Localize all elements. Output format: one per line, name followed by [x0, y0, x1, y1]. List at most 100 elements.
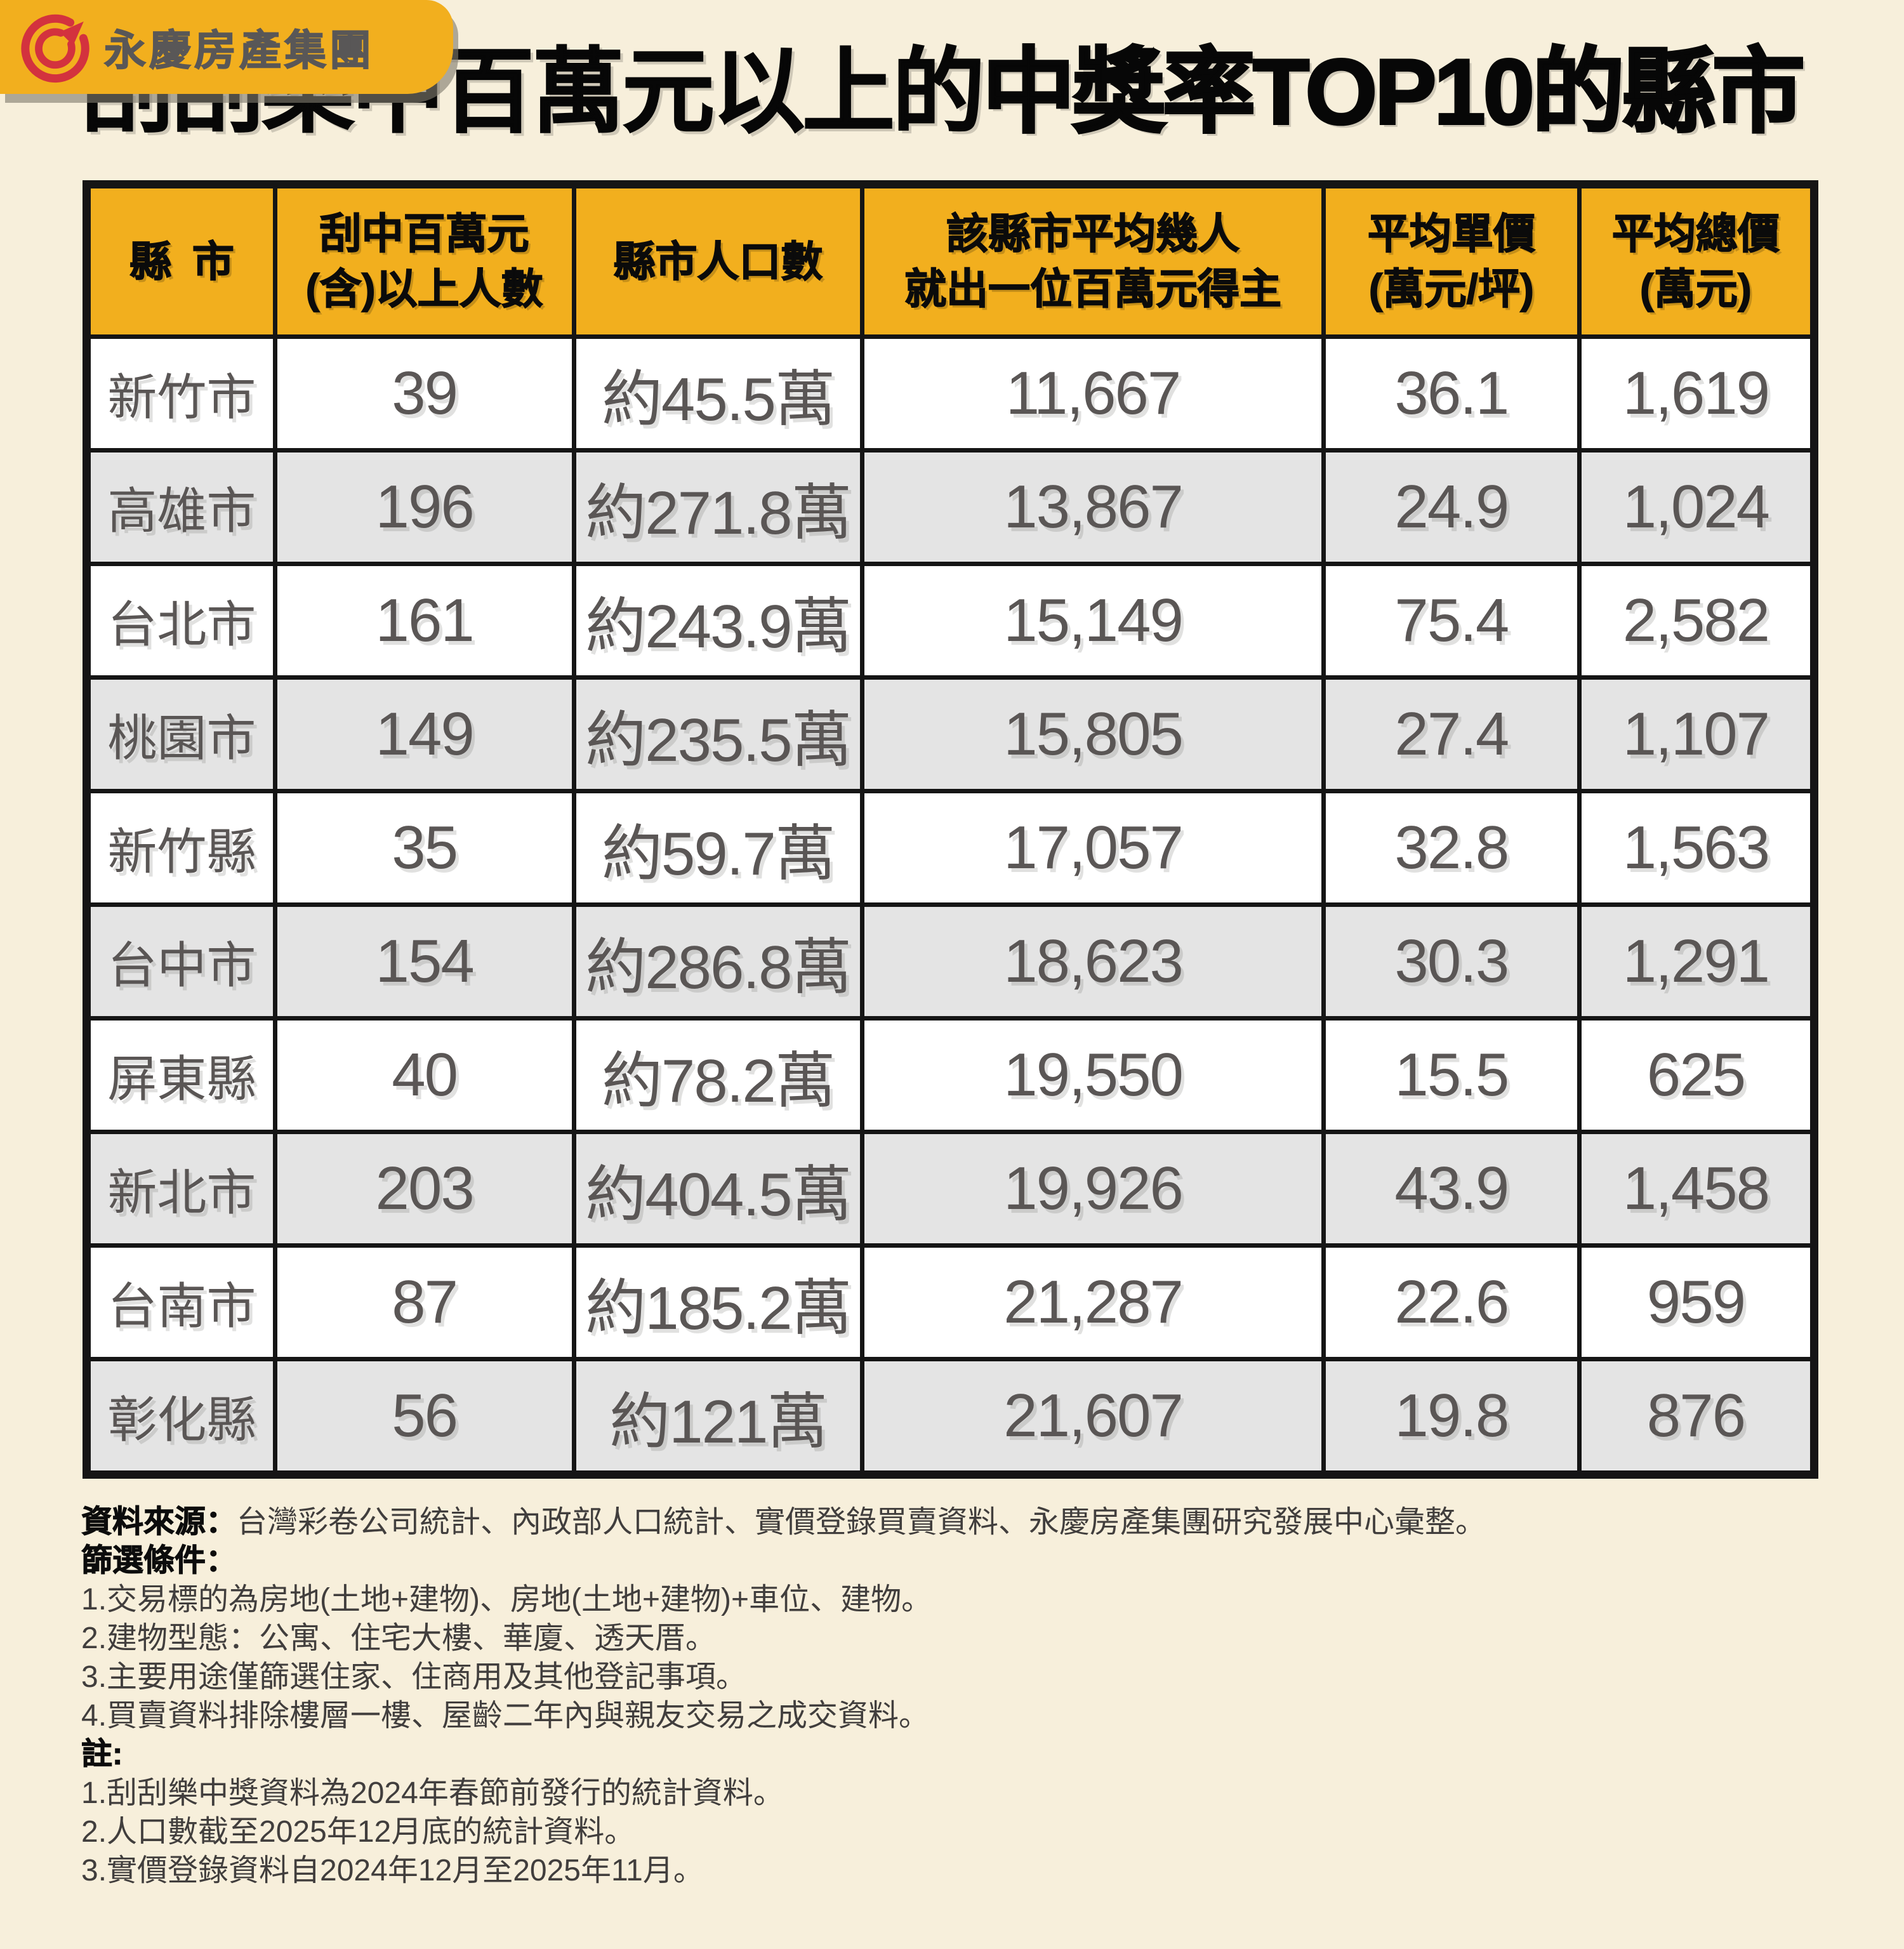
- filter-label: 篩選條件：: [81, 1543, 237, 1578]
- cell-population: 約59.7萬: [571, 789, 865, 908]
- note-list: 1.刮刮樂中獎資料為2024年春節前發行的統計資料。 2.人口數截至2025年12…: [81, 1774, 1904, 1890]
- cell-city: 高雄市: [84, 448, 277, 567]
- cell-city: 新北市: [84, 1130, 277, 1248]
- source-label: 資料來源：: [81, 1505, 237, 1540]
- table-row: 新竹市 39 約45.5萬 11,667 36.1 1,619: [84, 334, 1817, 453]
- column-header-line1: 刮中百萬元: [319, 209, 529, 258]
- cell-winners-count: 196: [272, 448, 576, 567]
- cell-people-per-winner: 15,149: [860, 562, 1326, 680]
- cell-city: 新竹市: [84, 334, 277, 453]
- cell-avg-total-price: 1,458: [1577, 1130, 1817, 1248]
- cell-winners-count: 35: [272, 789, 576, 908]
- table-row: 高雄市 196 約271.8萬 13,867 24.9 1,024: [84, 448, 1817, 567]
- column-header-line1: 平均總價: [1611, 209, 1780, 258]
- cell-avg-unit-price: 75.4: [1321, 562, 1582, 680]
- cell-winners-count: 149: [272, 675, 576, 794]
- cell-avg-total-price: 1,024: [1577, 448, 1817, 567]
- cell-avg-total-price: 959: [1577, 1243, 1817, 1362]
- cell-avg-unit-price: 15.5: [1321, 1016, 1582, 1135]
- yungching-logo-icon: [21, 14, 89, 83]
- cell-avg-unit-price: 19.8: [1321, 1357, 1582, 1477]
- table-row: 彰化縣 56 約121萬 21,607 19.8 876: [84, 1357, 1817, 1477]
- column-header-line1: 平均單價: [1367, 209, 1535, 258]
- cell-avg-total-price: 1,107: [1577, 675, 1817, 794]
- cell-people-per-winner: 18,623: [860, 902, 1326, 1021]
- table-row: 新竹縣 35 約59.7萬 17,057 32.8 1,563: [84, 789, 1817, 908]
- brand-banner: 永慶房產集團: [0, 0, 453, 94]
- footnotes: 資料來源：台灣彩卷公司統計、內政部人口統計、實價登錄買賣資料、永慶房產集團研究發…: [81, 1503, 1904, 1890]
- cell-population: 約271.8萬: [571, 448, 865, 567]
- cell-winners-count: 87: [272, 1243, 576, 1362]
- title-emphasis-part: 中獎率TOP10的縣市: [981, 39, 1806, 145]
- cell-avg-unit-price: 43.9: [1321, 1130, 1582, 1248]
- brand-name: 永慶房產集團: [103, 26, 374, 74]
- cell-population: 約78.2萬: [571, 1016, 865, 1135]
- cell-people-per-winner: 21,607: [860, 1357, 1326, 1477]
- table-row: 台北市 161 約243.9萬 15,149 75.4 2,582: [84, 562, 1817, 680]
- column-header: 平均總價 (萬元): [1577, 182, 1817, 340]
- cell-avg-total-price: 1,619: [1577, 334, 1817, 453]
- cell-avg-total-price: 625: [1577, 1016, 1817, 1135]
- note-item: 3.實價登錄資料自2024年12月至2025年11月。: [81, 1854, 704, 1888]
- cell-winners-count: 40: [272, 1016, 576, 1135]
- table-body: 新竹市 39 約45.5萬 11,667 36.1 1,619 高雄市 196 …: [84, 334, 1817, 1477]
- filter-item: 4.買賣資料排除樓層一樓、屋齡二年內與親友交易之成交資料。: [81, 1699, 930, 1733]
- cell-winners-count: 56: [272, 1357, 576, 1477]
- cell-winners-count: 39: [272, 334, 576, 453]
- filter-item: 3.主要用途僅篩選住家、住商用及其他登記事項。: [81, 1660, 747, 1695]
- cell-people-per-winner: 21,287: [860, 1243, 1326, 1362]
- table-row: 桃園市 149 約235.5萬 15,805 27.4 1,107: [84, 675, 1817, 794]
- cell-avg-unit-price: 32.8: [1321, 789, 1582, 908]
- column-header: 平均單價 (萬元/坪): [1321, 182, 1582, 340]
- table-row: 台南市 87 約185.2萬 21,287 22.6 959: [84, 1243, 1817, 1362]
- cell-population: 約286.8萬: [571, 902, 865, 1021]
- cell-avg-unit-price: 24.9: [1321, 448, 1582, 567]
- filter-item: 2.建物型態：公寓、住宅大樓、華廈、透天厝。: [81, 1622, 717, 1656]
- note-item: 2.人口數截至2025年12月底的統計資料。: [81, 1815, 635, 1849]
- table-header-row: 縣 市 刮中百萬元 (含)以上人數 縣市人口數 該縣市平均幾人 就出一位百萬元得…: [84, 182, 1817, 340]
- top10-table: 縣 市 刮中百萬元 (含)以上人數 縣市人口數 該縣市平均幾人 就出一位百萬元得…: [83, 180, 1818, 1479]
- cell-winners-count: 203: [272, 1130, 576, 1248]
- column-header: 縣 市: [84, 182, 277, 340]
- cell-population: 約235.5萬: [571, 675, 865, 794]
- table-head: 縣 市 刮中百萬元 (含)以上人數 縣市人口數 該縣市平均幾人 就出一位百萬元得…: [84, 182, 1817, 340]
- source-line: 資料來源：台灣彩卷公司統計、內政部人口統計、實價登錄買賣資料、永慶房產集團研究發…: [81, 1503, 1904, 1542]
- cell-winners-count: 161: [272, 562, 576, 680]
- cell-avg-total-price: 876: [1577, 1357, 1817, 1477]
- column-header: 刮中百萬元 (含)以上人數: [272, 182, 576, 340]
- cell-winners-count: 154: [272, 902, 576, 1021]
- cell-avg-unit-price: 22.6: [1321, 1243, 1582, 1362]
- cell-city: 屏東縣: [84, 1016, 277, 1135]
- cell-population: 約185.2萬: [571, 1243, 865, 1362]
- table-row: 台中市 154 約286.8萬 18,623 30.3 1,291: [84, 902, 1817, 1021]
- cell-population: 約121萬: [571, 1357, 865, 1477]
- cell-city: 新竹縣: [84, 789, 277, 908]
- cell-avg-unit-price: 27.4: [1321, 675, 1582, 794]
- cell-population: 約45.5萬: [571, 334, 865, 453]
- cell-people-per-winner: 19,926: [860, 1130, 1326, 1248]
- column-header-line1: 縣市人口數: [613, 237, 823, 286]
- note-item: 1.刮刮樂中獎資料為2024年春節前發行的統計資料。: [81, 1776, 784, 1811]
- cell-city: 台南市: [84, 1243, 277, 1362]
- cell-avg-total-price: 2,582: [1577, 562, 1817, 680]
- column-header: 縣市人口數: [571, 182, 865, 340]
- cell-people-per-winner: 15,805: [860, 675, 1326, 794]
- cell-avg-unit-price: 36.1: [1321, 334, 1582, 453]
- cell-city: 彰化縣: [84, 1357, 277, 1477]
- cell-people-per-winner: 13,867: [860, 448, 1326, 567]
- cell-avg-total-price: 1,563: [1577, 789, 1817, 908]
- cell-people-per-winner: 11,667: [860, 334, 1326, 453]
- cell-avg-total-price: 1,291: [1577, 902, 1817, 1021]
- column-header-line1: 該縣市平均幾人: [946, 209, 1240, 258]
- cell-population: 約404.5萬: [571, 1130, 865, 1248]
- cell-avg-unit-price: 30.3: [1321, 902, 1582, 1021]
- note-label: 註:: [81, 1737, 123, 1772]
- column-header-line2: 就出一位百萬元得主: [904, 265, 1282, 313]
- column-header-line2: (含)以上人數: [305, 265, 543, 313]
- column-header-line2: (萬元/坪): [1368, 265, 1535, 313]
- filter-list: 1.交易標的為房地(土地+建物)、房地(土地+建物)+車位、建物。 2.建物型態：…: [81, 1580, 1904, 1735]
- filter-item: 1.交易標的為房地(土地+建物)、房地(土地+建物)+車位、建物。: [81, 1583, 932, 1617]
- column-header: 該縣市平均幾人 就出一位百萬元得主: [860, 182, 1326, 340]
- column-header-line2: (萬元): [1639, 265, 1752, 313]
